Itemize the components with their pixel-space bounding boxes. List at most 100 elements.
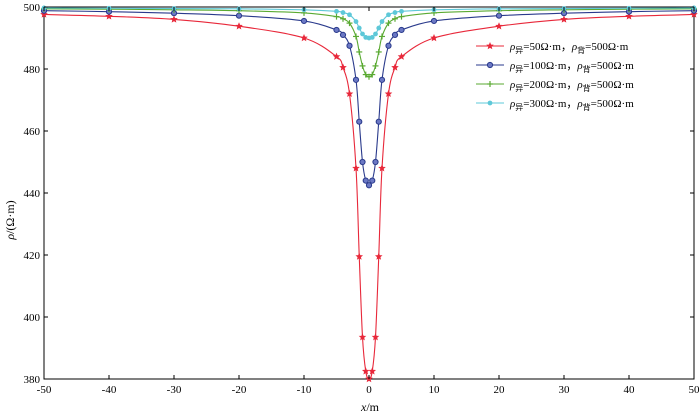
series-point <box>375 118 382 125</box>
legend-sub: 背 <box>577 45 585 55</box>
series-point <box>392 10 398 15</box>
legend-rho: ρ <box>509 98 515 110</box>
series-point <box>355 252 364 260</box>
series-point <box>362 71 369 78</box>
series-point <box>385 20 392 27</box>
x-tick-label: -50 <box>37 384 52 396</box>
y-tick-label: 400 <box>24 312 41 324</box>
legend-sub: 异 <box>515 84 523 93</box>
series-point <box>334 8 339 14</box>
legend-value: =200Ω·m， <box>523 79 577 91</box>
series-point <box>333 13 340 20</box>
series-point <box>359 158 366 166</box>
x-tick-label: 10 <box>429 384 441 396</box>
legend-item: ρ异=300Ω·m，ρ背=500Ω·m <box>476 98 634 112</box>
y-tick-label: 440 <box>24 188 41 200</box>
x-tick-label: 30 <box>559 384 571 396</box>
series-point <box>560 15 568 23</box>
legend-sub: 异 <box>515 65 523 74</box>
y-tick-label: 500 <box>24 2 41 14</box>
series-point <box>373 31 378 37</box>
x-tick-label: -40 <box>102 384 117 396</box>
x-tick-label: -10 <box>297 384 312 396</box>
series-point <box>495 12 503 19</box>
legend-rho: ρ <box>509 41 515 53</box>
legend-sub: 背 <box>583 83 591 93</box>
series-point <box>386 12 391 18</box>
series-point <box>300 34 308 42</box>
series-point <box>356 25 362 31</box>
series-point <box>347 12 352 18</box>
series-point <box>360 31 365 37</box>
legend-sub: 背 <box>583 102 591 112</box>
x-tick-label: -30 <box>167 384 182 396</box>
series-point <box>374 252 383 260</box>
x-tick-label: 50 <box>689 384 700 396</box>
series-point <box>346 20 353 27</box>
series-point <box>487 100 493 106</box>
series-point <box>345 89 354 98</box>
series-point <box>346 42 353 49</box>
series-point <box>353 19 359 24</box>
legend-label: ρ异=100Ω·m，ρ背=500Ω·m <box>509 60 634 74</box>
x-tick-label: 20 <box>494 384 506 396</box>
y-axis-title: ρ/(Ω·m) <box>3 200 17 240</box>
series-point <box>397 52 406 60</box>
series-point <box>371 333 380 341</box>
legend-sub: 背 <box>583 64 591 74</box>
series-point <box>356 118 363 125</box>
x-axis-ticks: -50 -40 -30 -20 -10 0 10 20 30 40 50 <box>37 7 700 396</box>
series-point <box>398 26 405 34</box>
series-point <box>352 164 360 172</box>
y-tick-label: 420 <box>24 250 41 262</box>
series-point <box>384 89 393 98</box>
series-point <box>385 42 392 49</box>
series-point <box>372 62 379 69</box>
series-point <box>430 34 438 42</box>
legend-item: ρ异=100Ω·m，ρ背=500Ω·m <box>476 60 634 74</box>
series-point <box>105 12 113 20</box>
series-point <box>375 48 382 55</box>
series-point <box>399 8 404 14</box>
legend-rho: ρ <box>509 79 515 91</box>
series-point <box>379 33 385 40</box>
legend-sub: 异 <box>515 46 523 55</box>
x-axis-title: x/m <box>360 400 380 414</box>
series-point <box>356 48 363 55</box>
series-point <box>372 158 379 166</box>
series-point <box>333 26 340 34</box>
legend-rho: ρ <box>576 60 582 72</box>
legend-value: =500Ω·m <box>585 41 629 53</box>
series-point <box>353 33 359 40</box>
series-point <box>362 177 369 184</box>
series-point <box>339 63 347 71</box>
legend-value: =500Ω·m <box>591 98 635 110</box>
legend-rho: ρ <box>576 98 582 110</box>
series-point <box>430 17 438 25</box>
series-point <box>392 15 398 22</box>
legend-label: ρ异=300Ω·m，ρ背=500Ω·m <box>509 98 634 112</box>
series-point <box>332 52 341 60</box>
series-point <box>391 31 399 39</box>
series-point <box>487 81 493 87</box>
series-point <box>340 10 346 15</box>
legend-item: ρ异=200Ω·m，ρ背=500Ω·m <box>476 79 634 93</box>
series-point <box>398 13 405 20</box>
series-point <box>378 164 386 172</box>
series-point <box>340 15 346 22</box>
series-point <box>690 10 698 18</box>
series-point <box>368 367 377 375</box>
series-point <box>495 22 503 30</box>
y-tick-label: 480 <box>24 64 41 76</box>
legend-value: =500Ω·m <box>591 60 635 72</box>
series-point <box>300 17 308 25</box>
series-point <box>379 19 385 24</box>
series-4 <box>41 5 697 41</box>
series-point <box>170 15 178 23</box>
series-point <box>366 73 372 80</box>
series-point <box>358 333 367 341</box>
legend-item: ρ异=50Ω·m，ρ背=500Ω·m <box>476 41 629 55</box>
x-tick-label: 40 <box>624 384 636 396</box>
x-tick-label: 0 <box>366 384 372 396</box>
